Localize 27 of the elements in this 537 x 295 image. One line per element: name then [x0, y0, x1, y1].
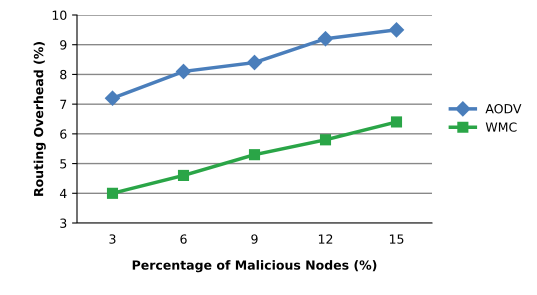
y-tick-label: 4 — [60, 188, 67, 198]
point — [388, 22, 404, 38]
y-tick-label: 10 — [52, 10, 66, 20]
point — [320, 134, 332, 146]
point — [248, 149, 260, 160]
y-tick-label: 5 — [60, 159, 66, 168]
point — [176, 64, 192, 80]
y-tick-label: 9 — [60, 40, 66, 50]
x-axis-title: Percentage of Malicious Nodes (%) — [132, 260, 376, 272]
point — [178, 170, 190, 182]
x-tick-label: 12 — [318, 234, 332, 244]
x-tick-label: 3 — [109, 234, 116, 244]
x-tick-label: 6 — [180, 234, 187, 244]
point — [390, 116, 402, 128]
y-tick-label: 6 — [60, 129, 66, 139]
point — [106, 188, 118, 199]
legend-label: AODV — [485, 104, 522, 114]
y-tick-label: 3 — [60, 218, 66, 228]
point — [246, 54, 262, 70]
point — [104, 90, 120, 106]
point — [318, 31, 334, 46]
legend-label: WMC — [486, 122, 517, 132]
y-axis-title: Routing Overhead (%) — [34, 42, 46, 196]
y-tick-label: 7 — [60, 100, 66, 109]
x-tick-label: 15 — [390, 234, 404, 244]
x-tick-label: 9 — [251, 234, 258, 244]
y-tick-label: 8 — [60, 70, 66, 80]
